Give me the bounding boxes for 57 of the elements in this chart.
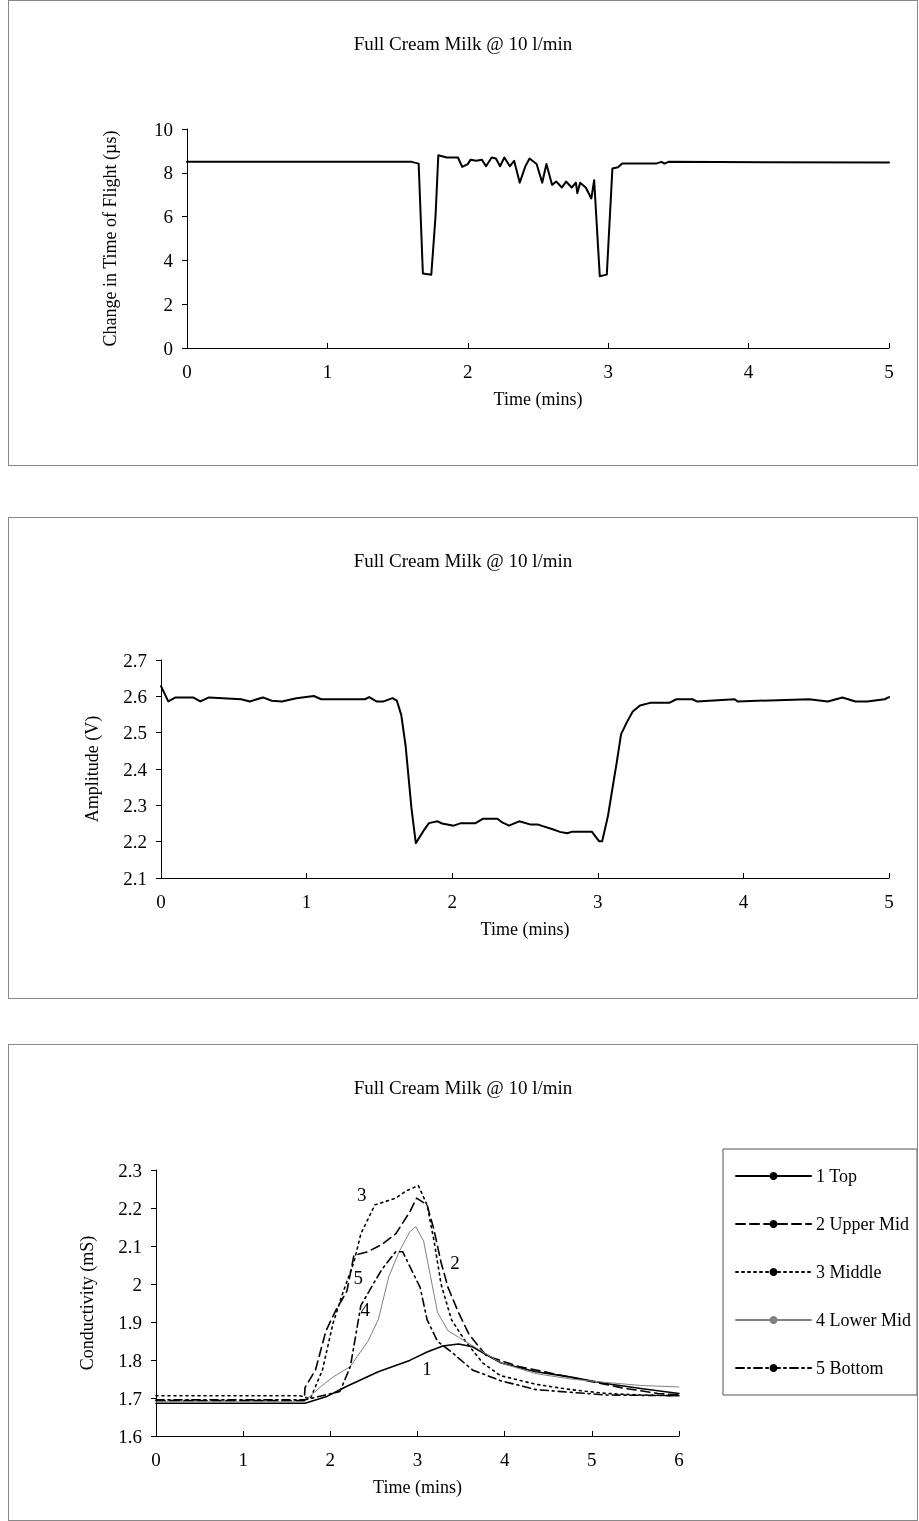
y-axis-title: Change in Time of Flight (µs)	[100, 130, 121, 347]
legend-label: 3 Middle	[816, 1262, 882, 1282]
x-axis-title: Time (mins)	[493, 389, 583, 410]
x-tick-label: 5	[884, 361, 894, 382]
annotation: 2	[450, 1251, 460, 1273]
x-tick-label: 2	[463, 361, 473, 382]
y-tick-label: 2.5	[123, 722, 147, 744]
y-tick-label: 2.1	[118, 1235, 142, 1257]
y-tick-label: 1.6	[118, 1425, 142, 1447]
y-tick-label: 2.1	[123, 867, 147, 889]
x-tick-label: 2	[447, 891, 457, 912]
y-tick-label: 2	[163, 293, 173, 315]
y-tick-label: 2.2	[123, 831, 147, 853]
y-tick-label: 8	[163, 162, 173, 184]
y-tick-label: 2	[132, 1273, 142, 1295]
y-axis-title: Amplitude (V)	[82, 715, 103, 823]
y-tick-label: 2.7	[123, 649, 147, 671]
y-tick-label: 0	[163, 337, 173, 359]
y-tick-label: 2.3	[118, 1159, 142, 1181]
x-tick-label: 1	[238, 1449, 248, 1470]
x-tick-label: 2	[325, 1449, 336, 1470]
x-tick-label: 3	[593, 891, 603, 912]
x-tick-label: 5	[884, 891, 894, 912]
chart-title: Full Cream Milk @ 10 l/min	[353, 33, 573, 54]
x-tick-label: 3	[412, 1449, 423, 1470]
x-tick-label: 1	[322, 361, 333, 382]
y-tick-label: 2.6	[123, 685, 147, 707]
legend-label: 2 Upper Mid	[816, 1214, 910, 1234]
x-tick-label: 4	[499, 1449, 510, 1470]
y-tick-label: 2.4	[123, 758, 148, 780]
x-axis-title: Time (mins)	[373, 1477, 462, 1498]
y-tick-label: 4	[163, 249, 174, 271]
x-tick-label: 0	[182, 361, 192, 382]
x-axis-title: Time (mins)	[480, 919, 570, 940]
x-tick-label: 3	[603, 361, 613, 382]
y-tick-label: 2.2	[118, 1197, 142, 1219]
legend-label: 1 Top	[816, 1166, 857, 1186]
y-tick-label: 10	[154, 118, 173, 140]
y-tick-label: 2.3	[123, 794, 147, 816]
annotation: 5	[353, 1266, 364, 1288]
y-tick-label: 1.8	[118, 1349, 142, 1371]
y-tick-label: 1.7	[118, 1387, 142, 1409]
chart-title: Full Cream Milk @ 10 l/min	[353, 1077, 573, 1098]
x-tick-label: 4	[743, 361, 754, 382]
annotation: 4	[360, 1299, 371, 1321]
annotation: 1	[422, 1357, 432, 1379]
x-tick-label: 4	[738, 891, 749, 912]
x-tick-label: 6	[674, 1449, 684, 1470]
x-tick-label: 1	[301, 891, 312, 912]
x-tick-label: 5	[587, 1449, 597, 1470]
legend-label: 5 Bottom	[816, 1358, 884, 1378]
annotation: 3	[357, 1184, 367, 1206]
y-axis-title: Conductivity (mS)	[77, 1235, 98, 1371]
y-tick-label: 1.9	[118, 1311, 142, 1333]
y-tick-label: 6	[163, 206, 173, 228]
chart-title: Full Cream Milk @ 10 l/min	[353, 550, 573, 571]
legend-label: 4 Lower Mid	[816, 1310, 911, 1330]
